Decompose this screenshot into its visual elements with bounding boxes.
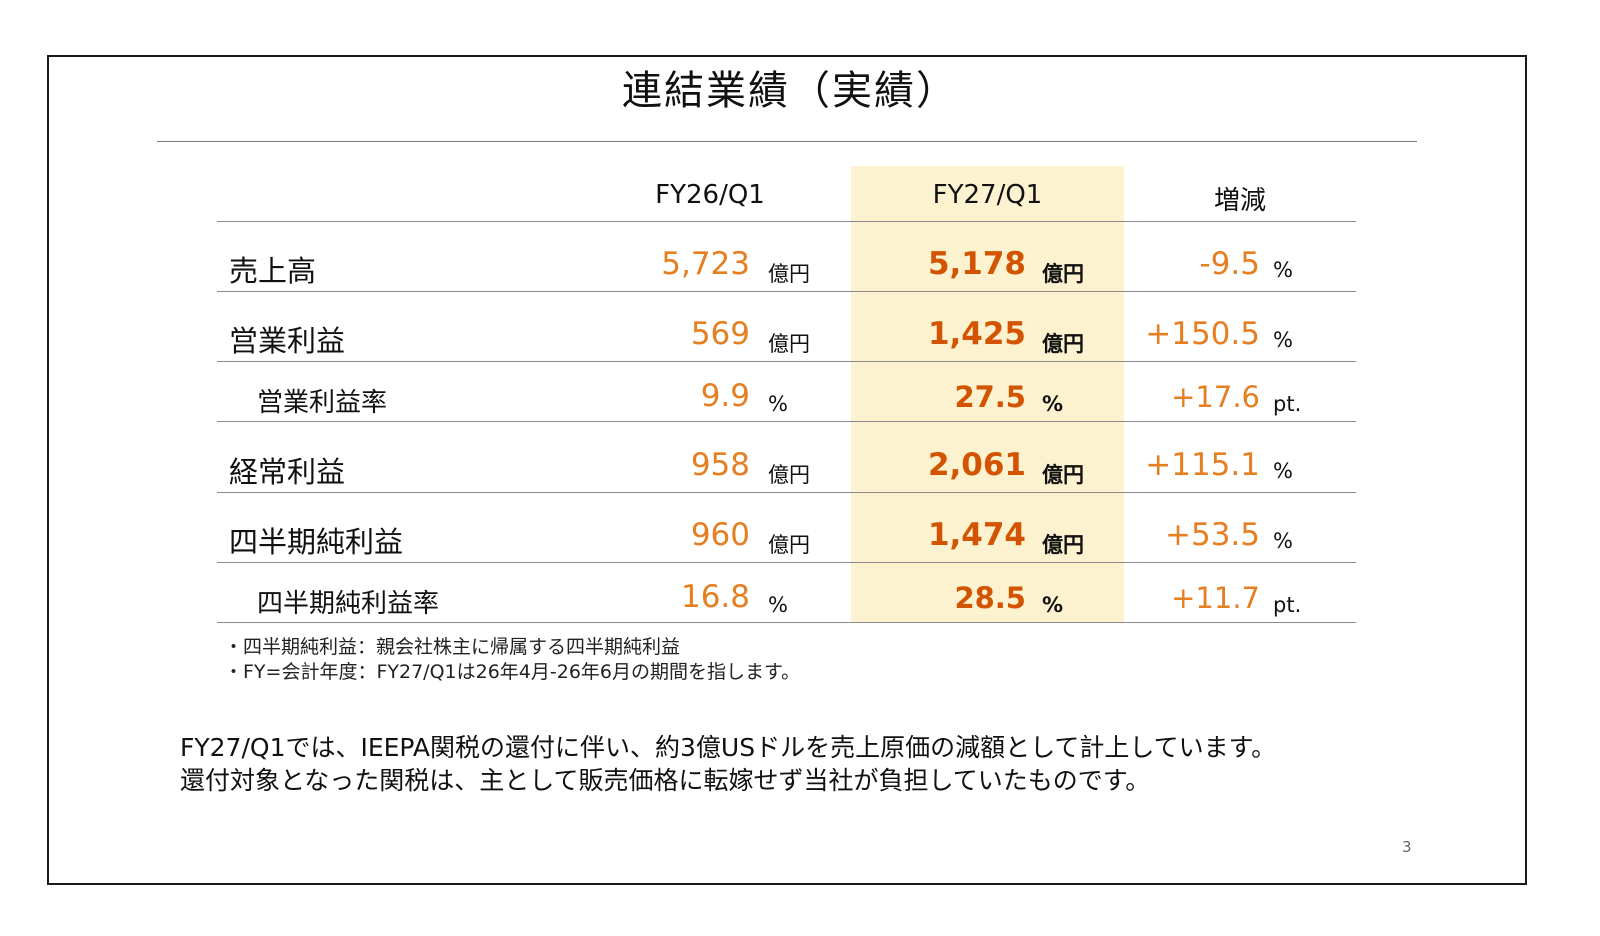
- row-label: 営業利益: [229, 324, 346, 358]
- row-label: 売上高: [229, 254, 317, 288]
- slide-frame: [47, 55, 1527, 885]
- value-fy27: 28.5: [954, 581, 1026, 615]
- unit-fy26: 億円: [768, 332, 810, 356]
- row-label: 経常利益: [229, 455, 346, 489]
- value-change: +53.5: [1165, 517, 1260, 553]
- value-change: -9.5: [1199, 246, 1261, 282]
- unit-fy27: 億円: [1042, 533, 1084, 557]
- page-number: 3: [1402, 838, 1412, 856]
- unit-fy27: 億円: [1042, 332, 1084, 356]
- table-rule: [217, 421, 1356, 422]
- footnote: ・FY=会計年度：FY27/Q1は26年4月-26年6月の期間を指します。: [224, 661, 801, 683]
- unit-fy27: 億円: [1042, 463, 1084, 487]
- unit-fy27: %: [1042, 593, 1064, 617]
- unit-change: %: [1273, 258, 1293, 282]
- table-rule: [217, 361, 1356, 362]
- value-change: +11.7: [1171, 581, 1260, 615]
- header-fy27-q1: FY27/Q1: [932, 180, 1043, 210]
- unit-fy27: %: [1042, 392, 1064, 416]
- table-rule: [217, 291, 1356, 292]
- header-fy26-q1: FY26/Q1: [655, 180, 765, 210]
- value-fy26: 960: [690, 517, 750, 553]
- body-text-line: 還付対象となった関税は、主として販売価格に転嫁せず当社が負担していたものです。: [180, 766, 1151, 795]
- value-fy27: 5,178: [927, 246, 1026, 282]
- unit-change: %: [1273, 328, 1293, 352]
- value-fy27: 27.5: [954, 380, 1026, 414]
- table-rule: [217, 562, 1356, 563]
- highlight-column-fy27: [851, 166, 1124, 623]
- row-label: 四半期純利益: [229, 525, 404, 559]
- unit-fy26: %: [768, 392, 788, 416]
- table-rule: [217, 622, 1356, 623]
- table-rule: [217, 492, 1356, 493]
- unit-fy26: 億円: [768, 533, 810, 557]
- unit-change: pt.: [1273, 392, 1302, 416]
- value-fy26: 9.9: [700, 378, 750, 414]
- header-change: 増減: [1213, 186, 1266, 216]
- value-change: +17.6: [1171, 380, 1260, 414]
- value-fy26: 16.8: [680, 579, 750, 615]
- unit-fy26: 億円: [768, 262, 810, 286]
- unit-change: pt.: [1273, 593, 1302, 617]
- unit-change: %: [1273, 529, 1293, 553]
- value-fy27: 1,474: [927, 517, 1026, 553]
- footnote: ・四半期純利益：親会社株主に帰属する四半期純利益: [224, 636, 681, 658]
- value-change: +115.1: [1145, 447, 1260, 483]
- row-label: 営業利益率: [257, 388, 388, 418]
- table-rule-header: [217, 221, 1356, 222]
- unit-change: %: [1273, 459, 1293, 483]
- value-fy27: 2,061: [927, 447, 1026, 483]
- row-label: 四半期純利益率: [257, 589, 440, 619]
- value-fy26: 5,723: [661, 246, 750, 282]
- unit-fy26: 億円: [768, 463, 810, 487]
- value-fy26: 569: [690, 316, 750, 352]
- value-fy27: 1,425: [927, 316, 1026, 352]
- value-change: +150.5: [1145, 316, 1260, 352]
- unit-fy27: 億円: [1042, 262, 1084, 286]
- value-fy26: 958: [690, 447, 750, 483]
- page-title: 連結業績（実績）: [622, 68, 958, 114]
- body-text-line: FY27/Q1では、IEEPA関税の還付に伴い、約3億USドルを売上原価の減額と…: [180, 733, 1277, 762]
- unit-fy26: %: [768, 593, 788, 617]
- title-divider: [157, 141, 1417, 142]
